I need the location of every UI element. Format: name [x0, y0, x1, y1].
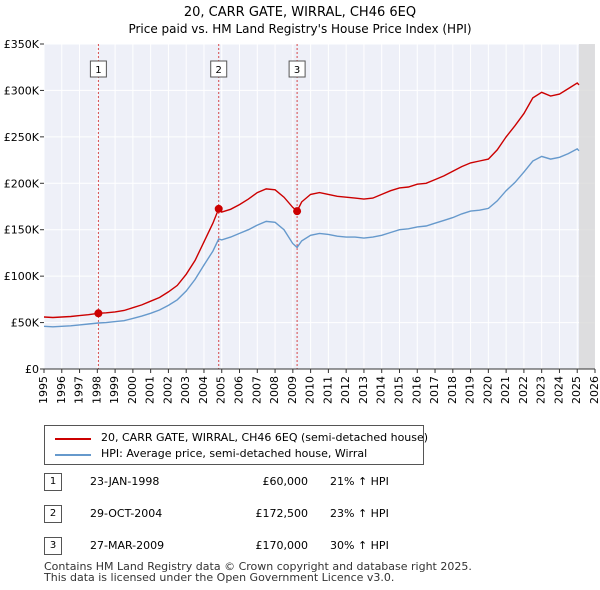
- chart-title: 20, CARR GATE, WIRRAL, CH46 6EQ: [184, 5, 416, 20]
- x-tick-label: 2011: [321, 376, 334, 404]
- x-tick-label: 1996: [55, 376, 68, 404]
- y-tick-label: £50K: [11, 317, 40, 330]
- x-tick-label: 2016: [410, 376, 423, 404]
- x-tick-label: 2014: [375, 376, 388, 404]
- x-tick-label: 2026: [588, 376, 600, 404]
- sale-price: £172,500: [255, 507, 309, 520]
- x-tick-label: 2000: [126, 376, 139, 404]
- x-tick-label: 2003: [179, 376, 192, 404]
- x-tick-label: 1998: [90, 376, 103, 404]
- x-axis: 1995 1996 1997 1998 1999 2000 2001 2002 2003 2004…: [37, 368, 600, 404]
- x-tick-label: 1999: [108, 376, 121, 404]
- sale-row: 1 23-JAN-1998 £60,000 21% ↑ HPI: [44, 473, 444, 491]
- legend-label-property: 20, CARR GATE, WIRRAL, CH46 6EQ (semi-de…: [101, 431, 429, 444]
- y-tick-label: £350K: [4, 38, 40, 51]
- x-tick-label: 2005: [215, 376, 228, 404]
- y-tick-label: £100K: [4, 270, 40, 283]
- sale-point: [293, 207, 302, 216]
- sale-price: £170,000: [255, 539, 309, 552]
- series-lines: [43, 82, 580, 328]
- y-tick-label: £150K: [4, 224, 40, 237]
- sale-number-badge: 2: [44, 505, 62, 523]
- y-tick-label: £0: [25, 363, 39, 376]
- x-tick-label: 2001: [144, 376, 157, 404]
- x-tick-label: 2021: [499, 376, 512, 404]
- x-tick-label: 2018: [446, 376, 459, 404]
- sale-point: [214, 204, 223, 213]
- sale-price: £60,000: [262, 475, 309, 488]
- sale-date: 29-OCT-2004: [90, 507, 163, 520]
- x-tick-label: 2020: [481, 376, 494, 404]
- x-tick-label: 2012: [339, 376, 352, 404]
- sale-point: [94, 309, 103, 318]
- forecast-hatch-region: [579, 44, 595, 369]
- legend-item-hpi: HPI: Average price, semi-detached house,…: [45, 446, 423, 462]
- x-tick-label: 2008: [268, 376, 281, 404]
- x-tick-label: 2022: [517, 376, 530, 404]
- x-tick-label: 2010: [304, 376, 317, 404]
- legend: 20, CARR GATE, WIRRAL, CH46 6EQ (semi-de…: [44, 425, 428, 465]
- sale-date: 27-MAR-2009: [90, 539, 165, 552]
- sale-hpi-change: 30% ↑ HPI: [330, 539, 389, 552]
- x-tick-label: 2009: [286, 376, 299, 404]
- x-tick-label: 2024: [552, 376, 565, 404]
- legend-swatch-blue: [55, 454, 91, 456]
- property-price-line: [43, 82, 580, 319]
- x-tick-label: 1995: [37, 376, 50, 404]
- x-tick-label: 2019: [464, 376, 477, 404]
- sale-number-badge: 1: [44, 473, 62, 491]
- y-axis: £0 £50K £100K £150K £200K £250K £300K £350K: [4, 38, 44, 376]
- x-tick-label: 1997: [73, 376, 86, 404]
- x-tick-label: 2017: [428, 376, 441, 404]
- sale-date: 23-JAN-1998: [90, 475, 160, 488]
- sale-hpi-change: 23% ↑ HPI: [330, 507, 389, 520]
- gridlines: [43, 43, 596, 370]
- x-tick-label: 2004: [197, 376, 210, 404]
- sale-row: 2 29-OCT-2004 £172,500 23% ↑ HPI: [44, 505, 444, 523]
- plot-area: [44, 44, 595, 369]
- legend-label-hpi: HPI: Average price, semi-detached house,…: [101, 447, 368, 460]
- x-tick-label: 2002: [161, 376, 174, 404]
- legend-item-property: 20, CARR GATE, WIRRAL, CH46 6EQ (semi-de…: [45, 430, 428, 446]
- footer: Contains HM Land Registry data © Crown c…: [44, 561, 472, 583]
- y-tick-label: £200K: [4, 177, 40, 190]
- sale-label-number: 1: [95, 65, 101, 76]
- sale-label-box: [210, 60, 228, 78]
- x-tick-label: 2006: [233, 376, 246, 404]
- hpi-line: [43, 148, 580, 328]
- sale-markers: 1 2 3: [89, 44, 306, 369]
- footer-copyright: Contains HM Land Registry data © Crown c…: [44, 560, 472, 573]
- chart-subtitle: Price paid vs. HM Land Registry's House …: [128, 22, 471, 36]
- sale-label-box: [288, 60, 306, 78]
- x-tick-label: 2007: [250, 376, 263, 404]
- sale-label-box: [89, 60, 107, 78]
- footer-licence: This data is licensed under the Open Gov…: [44, 571, 395, 584]
- legend-swatch-red: [55, 438, 91, 440]
- x-tick-label: 2023: [535, 376, 548, 404]
- y-tick-label: £250K: [4, 131, 40, 144]
- sale-label-number: 3: [294, 65, 300, 76]
- sale-row: 3 27-MAR-2009 £170,000 30% ↑ HPI: [44, 537, 444, 555]
- sale-points: [94, 204, 302, 318]
- price-chart: 20, CARR GATE, WIRRAL, CH46 6EQ Price pa…: [4, 5, 600, 404]
- x-tick-label: 2015: [392, 376, 405, 404]
- x-tick-label: 2013: [357, 376, 370, 404]
- sale-number-badge: 3: [44, 537, 62, 555]
- sale-hpi-change: 21% ↑ HPI: [330, 475, 389, 488]
- sale-label-number: 2: [216, 65, 222, 76]
- x-tick-label: 2025: [570, 376, 583, 404]
- y-tick-label: £300K: [4, 84, 40, 97]
